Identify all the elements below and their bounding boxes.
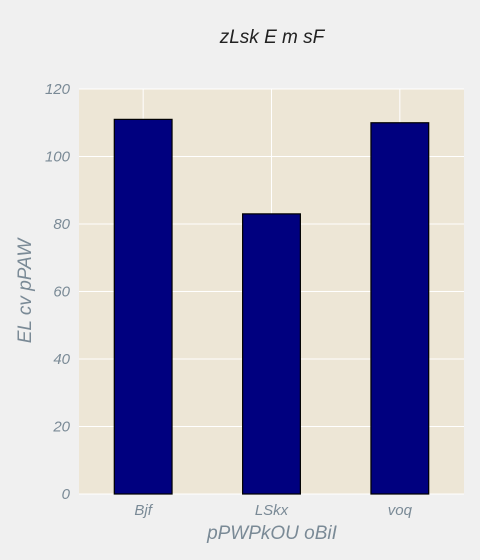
y-tick-label: 40 bbox=[53, 351, 70, 368]
bar-Bjf bbox=[113, 118, 173, 495]
chart-title: zLsk E m sF bbox=[219, 27, 326, 48]
x-axis-ticks: Bjf LSkx voq bbox=[134, 502, 412, 519]
x-axis-label: pPWPkOU oBiI bbox=[206, 523, 338, 544]
y-axis-ticks: 0 20 40 60 80 100 120 bbox=[45, 81, 71, 503]
bar-LSkx bbox=[242, 213, 301, 495]
y-tick-label: 120 bbox=[45, 81, 71, 98]
y-axis-label: EL cv pPAW bbox=[15, 237, 36, 344]
y-tick-label: 60 bbox=[53, 284, 70, 301]
x-tick-label: voq bbox=[388, 502, 413, 519]
y-tick-label: 100 bbox=[45, 149, 71, 166]
bar-voq bbox=[370, 122, 430, 495]
y-tick-label: 0 bbox=[62, 486, 71, 503]
x-tick-label: Bjf bbox=[134, 502, 153, 519]
y-tick-label: 20 bbox=[52, 419, 70, 436]
y-tick-label: 80 bbox=[53, 216, 70, 233]
x-tick-label: LSkx bbox=[255, 502, 289, 519]
bar-layer bbox=[113, 118, 430, 495]
